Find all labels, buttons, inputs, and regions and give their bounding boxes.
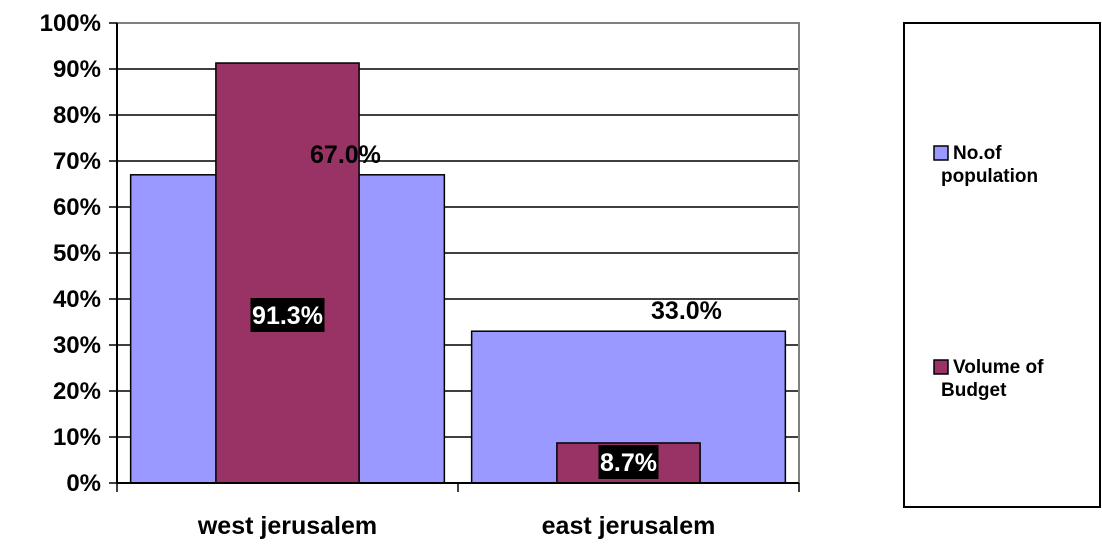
- x-axis-category-labels: west jerusalem east jerusalem: [197, 512, 715, 540]
- axes: [109, 22, 800, 492]
- legend-swatch: [933, 359, 949, 375]
- y-tick-label: 30%: [53, 332, 101, 359]
- y-tick-label: 60%: [53, 194, 101, 221]
- y-tick-label: 100%: [40, 10, 101, 37]
- y-tick-label: 70%: [53, 148, 101, 175]
- data-label-no-of-population-west-jerusalem: 67.0%: [310, 141, 381, 169]
- y-tick-label: 10%: [53, 424, 101, 451]
- legend-box: [903, 22, 1101, 508]
- bar-volume-of-budget-west-jerusalem: [215, 62, 360, 484]
- legend-label: population: [941, 166, 1038, 187]
- y-tick-label: 80%: [53, 102, 101, 129]
- legend-swatch: [933, 145, 949, 161]
- data-label-volume-of-budget-east-jerusalem: 8.7%: [600, 449, 657, 477]
- x-category-label: east jerusalem: [542, 512, 716, 540]
- y-tick-label: 90%: [53, 56, 101, 83]
- data-labels: 67.0% 91.3% 33.0% 8.7%: [250, 141, 722, 479]
- y-tick-label: 40%: [53, 286, 101, 313]
- data-label-box: [598, 445, 659, 479]
- data-label-volume-of-budget-west-jerusalem: 91.3%: [252, 302, 323, 330]
- y-tick-label: 20%: [53, 378, 101, 405]
- y-tick-label: 50%: [53, 240, 101, 267]
- bars: [129, 62, 787, 484]
- y-tick-label: 0%: [66, 470, 101, 497]
- legend-label: Budget: [941, 380, 1007, 401]
- legend-label: Volume of: [953, 357, 1044, 378]
- legend-label: No.of: [953, 143, 1002, 164]
- x-category-label: west jerusalem: [197, 512, 377, 540]
- data-label-box: [250, 298, 325, 333]
- data-label-no-of-population-east-jerusalem: 33.0%: [651, 297, 722, 325]
- y-axis-tick-labels: 0% 10% 20% 30% 40% 50% 60% 70% 80% 90% 100%: [40, 10, 101, 497]
